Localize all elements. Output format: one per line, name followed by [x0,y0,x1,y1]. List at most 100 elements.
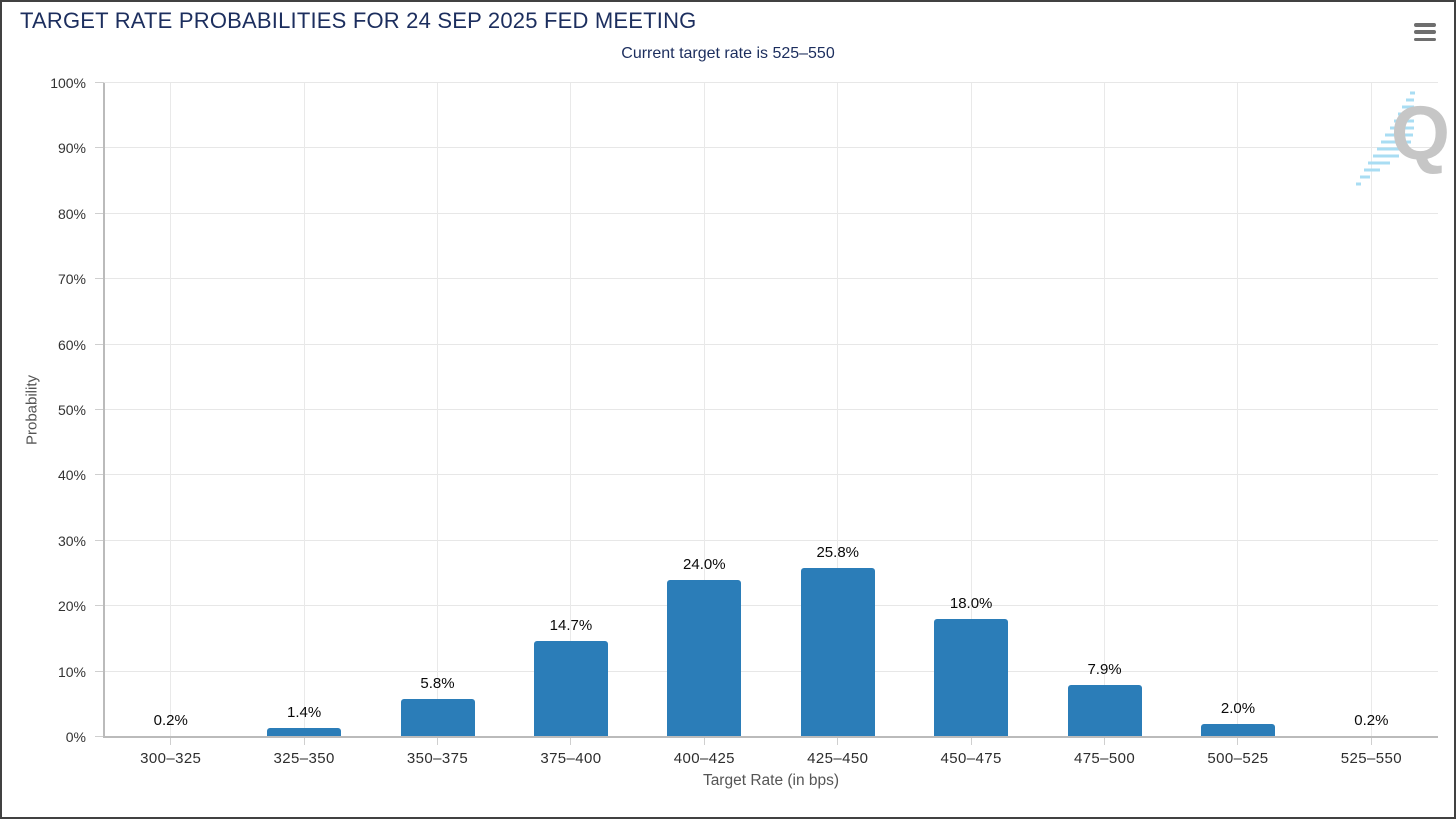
chart-title: TARGET RATE PROBABILITIES FOR 24 SEP 202… [20,8,697,33]
vertical-gridline [1237,83,1239,737]
x-axis-tick [837,737,839,745]
y-axis-tick [95,343,104,345]
bar[interactable] [934,619,1009,737]
x-tick-label: 525–550 [1340,750,1402,767]
horizontal-gridline [104,605,1438,607]
y-tick-label: 10% [57,663,86,680]
chart-subtitle: Current target rate is 525–550 [621,45,835,62]
bar-value-label: 2.0% [1220,699,1256,717]
vertical-gridline [837,83,839,737]
y-axis-tick [95,82,104,83]
vertical-gridline [303,83,305,737]
y-tick-label: 60% [57,336,86,353]
x-tick-label: 350–375 [406,750,469,767]
x-tick-label: 325–350 [273,750,335,767]
bar[interactable] [533,640,608,737]
x-tick-label: 400–425 [673,750,735,767]
y-axis-tick [95,474,104,476]
x-tick-label: 475–500 [1073,750,1136,767]
y-tick-label: 50% [57,402,86,418]
horizontal-gridline [104,343,1438,345]
bar-value-label: 14.7% [549,616,593,634]
bar[interactable] [1067,685,1142,737]
y-axis-tick-labels: 0% 10% 20% 30% 40% 50% 60% 70% 80% 90% 100% [2,75,94,745]
x-tick-label: 450–475 [940,750,1002,767]
y-axis-tick [95,409,104,410]
category-column: 0.2% 300–325 [104,83,237,767]
bar-value-label: 24.0% [683,556,726,574]
bar-value-label: 25.8% [816,544,860,562]
vertical-gridline [1370,83,1372,737]
vertical-gridline [437,83,439,737]
horizontal-gridline [104,82,1438,83]
y-tick-label: 30% [57,532,86,549]
bar-value-label: 18.0% [949,595,993,613]
x-axis-line [103,736,1438,738]
x-tick-label: 375–400 [540,750,602,767]
x-axis-tick [437,737,439,745]
bar-value-label: 0.2% [1354,711,1389,729]
x-tick-label: 300–325 [140,750,202,767]
category-column: 1.4% 325–350 [237,83,370,767]
x-axis-tick [703,737,705,745]
horizontal-gridline [104,409,1438,410]
category-column: 14.7% 375–400 [504,83,637,767]
x-tick-label: 425–450 [807,750,869,767]
y-tick-label: 90% [57,140,86,157]
bar-value-label: 5.8% [420,675,455,693]
y-axis-tick [95,670,104,672]
horizontal-gridline [104,212,1438,214]
x-axis-tick [1370,737,1372,745]
menu-bar [1414,30,1436,34]
y-tick-label: 100% [50,75,86,91]
x-axis-tick [303,737,305,745]
y-axis-tick [95,212,104,214]
vertical-gridline [1104,83,1106,737]
category-column: 24.0% 400–425 [638,83,771,767]
bar[interactable] [400,699,475,737]
y-axis-tick [95,605,104,607]
x-axis-title: Target Rate (in bps) [702,772,840,789]
category-column: 18.0% 450–475 [904,83,1037,767]
y-tick-label: 80% [57,205,86,222]
horizontal-gridline [104,539,1438,541]
x-axis-tick [1104,737,1106,745]
x-axis-tick [170,737,172,745]
bar-value-label: 0.2% [153,711,188,729]
y-axis-tick [95,736,104,737]
bar[interactable] [667,580,742,737]
bar-value-label: 7.9% [1087,661,1122,679]
x-axis-tick [1237,737,1239,745]
category-column: 5.8% 350–375 [371,83,504,767]
vertical-gridline [703,83,705,737]
category-column: 7.9% 475–500 [1038,83,1171,767]
vertical-gridline [570,83,572,737]
x-tick-label: 500–525 [1207,750,1269,767]
y-axis-tick [95,278,104,280]
y-axis-line [103,83,105,738]
y-tick-label: 0% [65,729,86,745]
menu-bar [1414,37,1436,41]
bar[interactable] [267,727,342,737]
horizontal-gridline [104,670,1438,672]
y-axis-tick [95,147,104,149]
y-tick-label: 40% [57,467,86,484]
hamburger-menu-icon[interactable] [1414,23,1436,41]
y-tick-label: 70% [57,271,86,288]
y-tick-label: 20% [57,598,86,615]
category-column: 2.0% 500–525 [1171,83,1304,767]
horizontal-gridline [104,474,1438,476]
horizontal-gridline [104,147,1438,149]
vertical-gridline [970,83,972,737]
columns: 0.2% 300–325 1.4% 325–350 5.8% 350–375 14.7% 37… [104,83,1438,767]
bar-value-label: 1.4% [287,703,322,721]
menu-bar [1414,23,1436,27]
x-axis-tick [970,737,972,745]
category-column: 25.8% 425–450 [771,83,904,767]
bar[interactable] [800,568,875,737]
bar[interactable] [1200,723,1275,737]
vertical-gridline [170,83,172,737]
y-axis-tick [95,539,104,541]
category-column: 0.2% 525–550 [1305,83,1438,767]
